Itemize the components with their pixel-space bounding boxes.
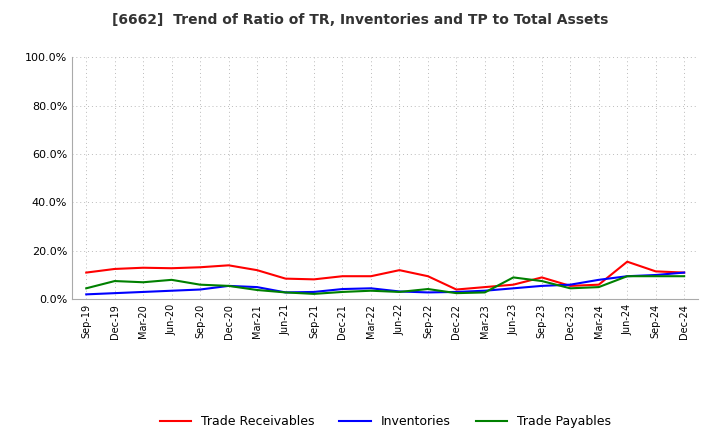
Inventories (338, 286, 347, 292)
Inventories (395, 289, 404, 294)
Inventories (82, 292, 91, 297)
Legend: Trade Receivables, Inventories, Trade Payables: Trade Receivables, Inventories, Trade Pa… (155, 411, 616, 433)
Inventories (423, 290, 432, 295)
Trade Payables (225, 283, 233, 289)
Trade Payables (310, 291, 318, 297)
Trade Receivables (196, 264, 204, 270)
Trade Receivables (480, 285, 489, 290)
Inventories (196, 287, 204, 292)
Trade Payables (652, 274, 660, 279)
Trade Payables (167, 277, 176, 282)
Trade Payables (253, 287, 261, 293)
Line: Trade Receivables: Trade Receivables (86, 262, 684, 290)
Inventories (253, 285, 261, 290)
Trade Receivables (595, 282, 603, 287)
Trade Receivables (167, 266, 176, 271)
Inventories (509, 286, 518, 291)
Trade Receivables (423, 274, 432, 279)
Trade Receivables (537, 275, 546, 280)
Inventories (680, 270, 688, 275)
Trade Payables (537, 279, 546, 284)
Trade Receivables (282, 276, 290, 281)
Inventories (480, 288, 489, 293)
Trade Receivables (566, 283, 575, 289)
Trade Receivables (680, 270, 688, 275)
Inventories (623, 274, 631, 279)
Inventories (310, 290, 318, 295)
Trade Payables (395, 290, 404, 295)
Trade Receivables (623, 259, 631, 264)
Line: Inventories: Inventories (86, 273, 684, 294)
Trade Receivables (366, 274, 375, 279)
Inventories (452, 290, 461, 295)
Inventories (167, 288, 176, 293)
Trade Payables (623, 274, 631, 279)
Trade Receivables (338, 274, 347, 279)
Trade Payables (566, 286, 575, 291)
Inventories (225, 283, 233, 289)
Trade Payables (680, 274, 688, 279)
Trade Payables (110, 279, 119, 284)
Trade Payables (595, 285, 603, 290)
Trade Receivables (110, 266, 119, 271)
Trade Payables (196, 282, 204, 287)
Trade Payables (509, 275, 518, 280)
Trade Payables (366, 288, 375, 293)
Trade Receivables (139, 265, 148, 270)
Inventories (595, 277, 603, 282)
Trade Payables (452, 290, 461, 296)
Trade Payables (423, 286, 432, 292)
Line: Trade Payables: Trade Payables (86, 276, 684, 294)
Trade Receivables (395, 268, 404, 273)
Inventories (282, 290, 290, 295)
Trade Receivables (310, 277, 318, 282)
Trade Receivables (452, 287, 461, 292)
Inventories (566, 282, 575, 287)
Trade Receivables (82, 270, 91, 275)
Trade Receivables (509, 282, 518, 287)
Inventories (652, 272, 660, 278)
Trade Payables (338, 290, 347, 295)
Trade Payables (82, 286, 91, 291)
Trade Payables (480, 290, 489, 295)
Trade Receivables (652, 269, 660, 274)
Text: [6662]  Trend of Ratio of TR, Inventories and TP to Total Assets: [6662] Trend of Ratio of TR, Inventories… (112, 13, 608, 27)
Inventories (537, 283, 546, 289)
Trade Payables (282, 290, 290, 295)
Inventories (139, 290, 148, 295)
Trade Receivables (225, 263, 233, 268)
Inventories (110, 290, 119, 296)
Inventories (366, 286, 375, 291)
Trade Receivables (253, 268, 261, 273)
Trade Payables (139, 280, 148, 285)
